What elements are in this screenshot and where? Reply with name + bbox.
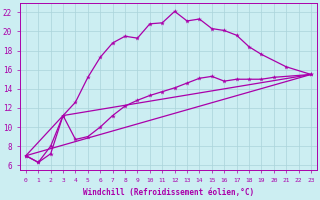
X-axis label: Windchill (Refroidissement éolien,°C): Windchill (Refroidissement éolien,°C) <box>83 188 254 197</box>
